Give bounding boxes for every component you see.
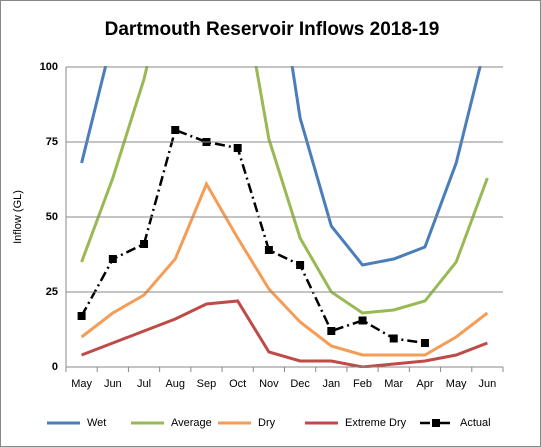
x-tick-label: Dec	[290, 378, 310, 390]
x-tick-label: May	[446, 378, 467, 390]
legend-label: Wet	[87, 417, 106, 429]
y-tick-label: 0	[52, 361, 58, 373]
y-tick-label: 75	[46, 136, 58, 148]
legend-label: Average	[171, 417, 212, 429]
x-tick-label: Sep	[197, 378, 217, 390]
x-tick-label: Jun	[104, 378, 122, 390]
x-tick-label: May	[71, 378, 92, 390]
data-point	[389, 334, 398, 343]
data-point	[327, 327, 336, 335]
chart-title: Dartmouth Reservoir Inflows 2018-19	[105, 19, 440, 40]
x-tick-label: Oct	[229, 378, 246, 390]
legend-label: Extreme Dry	[345, 417, 407, 429]
plot-area	[77, 66, 489, 368]
data-point	[233, 144, 242, 152]
x-tick-label: Jun	[479, 378, 497, 390]
series-line	[80, 180, 489, 357]
data-point	[140, 240, 149, 248]
data-point	[420, 339, 429, 347]
y-tick-label: 25	[46, 286, 58, 298]
x-tick-label: Jul	[137, 378, 151, 390]
series-line	[81, 299, 488, 368]
legend-label: Dry	[258, 417, 276, 429]
x-tick-label: Apr	[416, 378, 433, 390]
x-tick-label: Mar	[384, 378, 403, 390]
y-tick-label: 100	[40, 61, 58, 73]
series-line	[80, 66, 482, 267]
data-point	[296, 261, 305, 269]
data-point	[171, 126, 180, 134]
x-tick-label: Feb	[353, 378, 372, 390]
data-point	[358, 316, 367, 325]
x-tick-label: Aug	[165, 378, 185, 390]
legend-label: Actual	[460, 417, 491, 429]
data-point	[264, 246, 273, 254]
x-tick-label: Nov	[259, 378, 279, 390]
data-point	[77, 312, 86, 320]
data-point	[108, 255, 117, 263]
series-line	[80, 66, 489, 315]
y-tick-label: 50	[46, 211, 58, 223]
x-tick-label: Jan	[322, 378, 340, 390]
legend-marker	[432, 419, 440, 427]
y-axis-label: Inflow (GL)	[12, 190, 24, 244]
